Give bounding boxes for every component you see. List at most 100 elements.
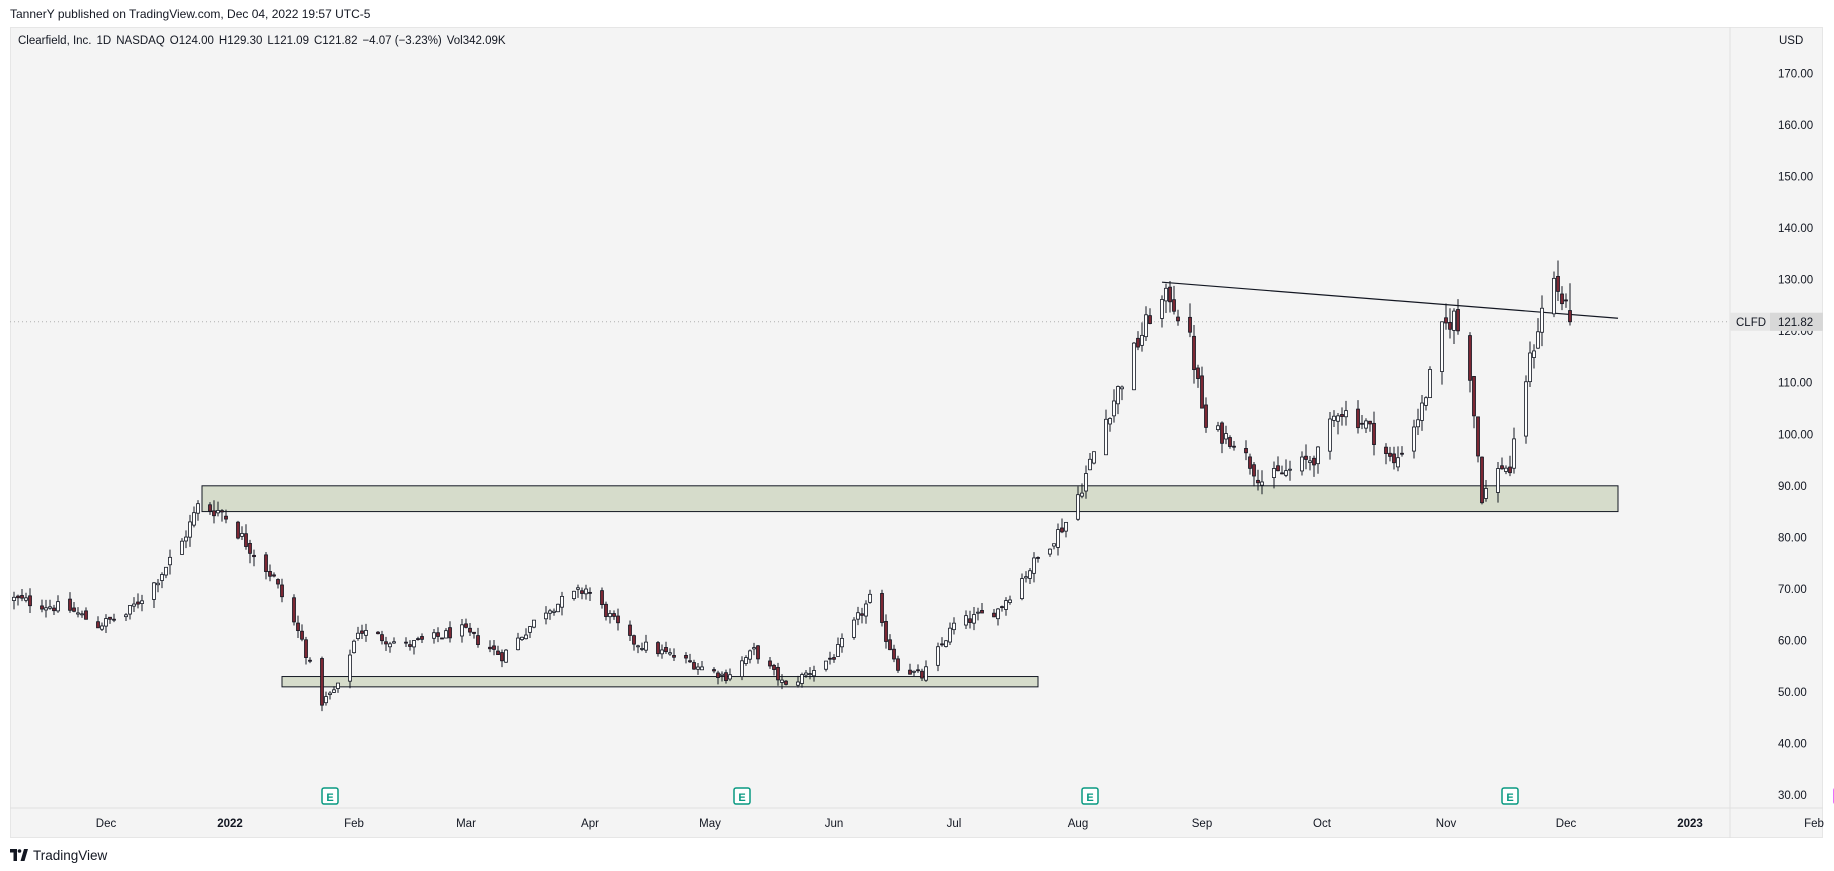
candle-body <box>1420 402 1424 421</box>
candle-body <box>768 660 772 667</box>
time-tick-label: Feb <box>344 818 364 830</box>
candle-body <box>112 618 116 621</box>
candle-body <box>1092 451 1096 464</box>
candle-body <box>1192 335 1196 371</box>
time-tick-label: Oct <box>1313 818 1332 830</box>
candle-body <box>952 622 956 631</box>
candle-body <box>272 574 276 577</box>
price-tick-label: 60.00 <box>1778 635 1807 647</box>
candle-body <box>972 614 976 624</box>
candle-body <box>304 639 308 658</box>
time-tick-label: Mar <box>456 818 476 830</box>
candle-body <box>1060 527 1064 533</box>
legend-high: H129.30 <box>218 35 263 47</box>
candle-body <box>544 612 548 620</box>
candle-body <box>1300 456 1304 472</box>
candle-body <box>824 660 828 670</box>
chart-pane[interactable] <box>10 27 1823 838</box>
candle-body <box>1084 473 1088 492</box>
candle-body <box>108 616 112 620</box>
legend-low: L121.09 <box>267 35 309 47</box>
candle-body <box>604 603 608 617</box>
time-tick-label: 2023 <box>1677 818 1703 830</box>
candle-body <box>44 607 48 611</box>
candle-body <box>1512 438 1516 469</box>
candle-body <box>320 658 324 706</box>
candle-body <box>504 649 508 663</box>
time-tick-label: Apr <box>581 818 599 830</box>
candle-body <box>1136 337 1140 348</box>
candle-body <box>1004 600 1008 610</box>
candle-body <box>1328 418 1332 452</box>
candle-body <box>296 622 300 632</box>
candle-body <box>1528 352 1532 383</box>
candle-body <box>72 607 76 612</box>
legend-close: C121.82 <box>313 35 358 47</box>
candle-body <box>828 657 832 660</box>
candle-body <box>188 521 192 538</box>
time-tick-label: Jun <box>825 818 844 830</box>
candle-body <box>668 652 672 655</box>
candle-body <box>1452 310 1456 331</box>
candle-body <box>16 595 20 599</box>
candle-body <box>856 612 860 620</box>
candle-body <box>1116 386 1120 405</box>
candle-body <box>1052 543 1056 547</box>
candle-body <box>772 664 776 670</box>
candle-body <box>1472 376 1476 417</box>
earnings-marker-icon <box>1501 787 1519 805</box>
candle-body <box>1336 415 1340 422</box>
candle-body <box>532 619 536 628</box>
publisher-line: TannerY published on TradingView.com, De… <box>10 7 371 21</box>
candle-body <box>184 536 188 542</box>
candle-body <box>612 613 616 617</box>
candle-body <box>864 603 868 617</box>
price-tick-label: 110.00 <box>1778 378 1812 390</box>
candle-body <box>1252 464 1256 477</box>
candle-body <box>408 644 412 647</box>
candle-body <box>1560 293 1564 305</box>
candle-body <box>1056 529 1060 548</box>
candle-body <box>224 515 228 520</box>
candle-body <box>52 607 56 612</box>
candle-body <box>1396 457 1400 468</box>
currency-label[interactable]: USD <box>1779 35 1804 47</box>
legend-exchange: NASDAQ <box>116 35 165 47</box>
candle-body <box>528 626 532 633</box>
candle-body <box>712 669 716 672</box>
candle-body <box>1312 457 1316 466</box>
candle-body <box>608 613 612 618</box>
tradingview-brand[interactable]: TradingView <box>10 845 107 865</box>
candle-body <box>1220 422 1224 444</box>
candle-body <box>1356 408 1360 429</box>
candle-body <box>208 504 212 512</box>
candle-body <box>1468 335 1472 381</box>
candle-body <box>348 654 352 682</box>
candle-body <box>1272 468 1276 478</box>
candle-body <box>1168 286 1172 303</box>
candle-body <box>1500 465 1504 470</box>
candle-body <box>516 637 520 651</box>
candle-body <box>1260 481 1264 486</box>
candle-body <box>1024 576 1028 579</box>
candle-body <box>472 631 476 634</box>
candle-body <box>980 610 984 614</box>
candle-body <box>264 554 268 572</box>
candle-body <box>936 646 940 666</box>
candle-body <box>580 590 584 594</box>
candle-body <box>1020 578 1024 600</box>
price-tag-value-bg <box>1770 312 1823 331</box>
legend-volume: Vol342.09K <box>446 35 506 47</box>
candle-body <box>496 650 500 655</box>
candle-body <box>332 689 336 693</box>
candle-body <box>1448 322 1452 330</box>
candle-body <box>1564 299 1568 302</box>
candle-body <box>248 543 252 554</box>
candle-body <box>1496 468 1500 493</box>
candle-body <box>1308 460 1312 463</box>
candle-body <box>492 645 496 650</box>
candle-body <box>1160 299 1164 319</box>
candle-body <box>1288 468 1292 471</box>
candle-body <box>244 533 248 547</box>
